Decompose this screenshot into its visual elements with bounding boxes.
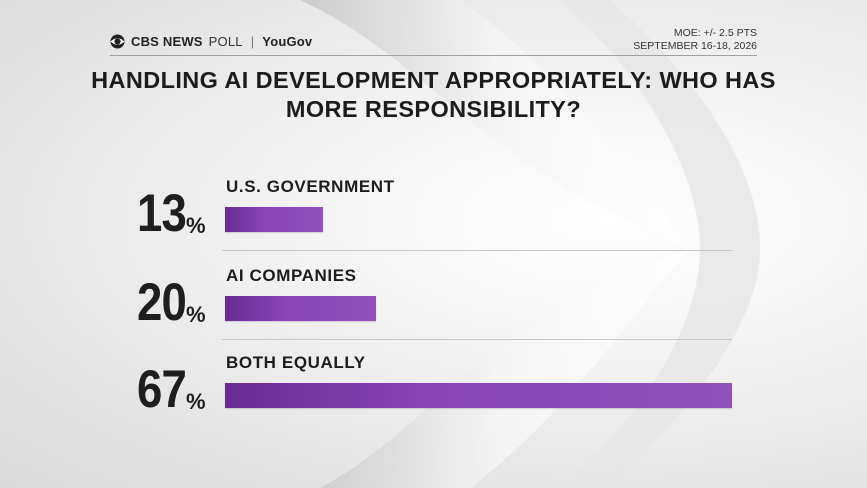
category-label: U.S. GOVERNMENT [226,177,395,196]
bar-row: 20% AI COMPANIES [0,246,867,340]
percent-sign: % [185,302,206,327]
brand-logo: CBS NEWS POLL | YouGov [110,34,312,49]
value-label: 20% [137,273,206,332]
brand-cbs-news: CBS NEWS [131,34,203,49]
brand-separator: | [250,34,255,49]
percent-sign: % [185,213,206,238]
bar-row: 13% U.S. GOVERNMENT [0,157,867,251]
margin-of-error: MOE: +/- 2.5 PTS [673,27,757,39]
brand-poll: POLL [208,34,243,49]
value-number: 13 [137,184,187,243]
bar [225,207,323,232]
category-label: BOTH EQUALLY [226,353,366,372]
value-label: 67% [137,360,206,419]
row-divider [222,339,732,340]
cbs-eye-icon [110,34,125,49]
row-divider [222,250,732,251]
brand-yougov: YouGov [262,34,313,49]
chart-title: HANDLING AI DEVELOPMENT APPROPRIATELY: W… [91,67,776,122]
bar [225,383,732,408]
value-number: 20 [137,273,187,332]
bar-row: 67% BOTH EQUALLY [0,333,867,421]
bar [225,296,376,321]
value-number: 67 [137,360,187,419]
poll-meta: MOE: +/- 2.5 PTS SEPTEMBER 16-18, 2026 [633,27,757,53]
category-label: AI COMPANIES [226,266,357,285]
poll-dates: SEPTEMBER 16-18, 2026 [633,40,757,52]
header-rule [110,55,757,56]
value-label: 13% [137,184,206,243]
percent-sign: % [185,389,206,414]
